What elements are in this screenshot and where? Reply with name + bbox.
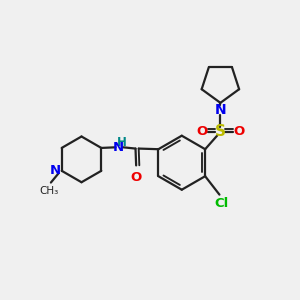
Text: O: O <box>130 171 142 184</box>
Text: O: O <box>233 125 244 138</box>
Text: O: O <box>196 125 208 138</box>
Text: N: N <box>112 141 124 154</box>
Text: CH₃: CH₃ <box>39 186 58 196</box>
Text: H: H <box>117 136 127 149</box>
Text: N: N <box>49 164 60 177</box>
Text: S: S <box>215 124 226 139</box>
Text: Cl: Cl <box>214 197 228 210</box>
Text: N: N <box>214 103 226 117</box>
